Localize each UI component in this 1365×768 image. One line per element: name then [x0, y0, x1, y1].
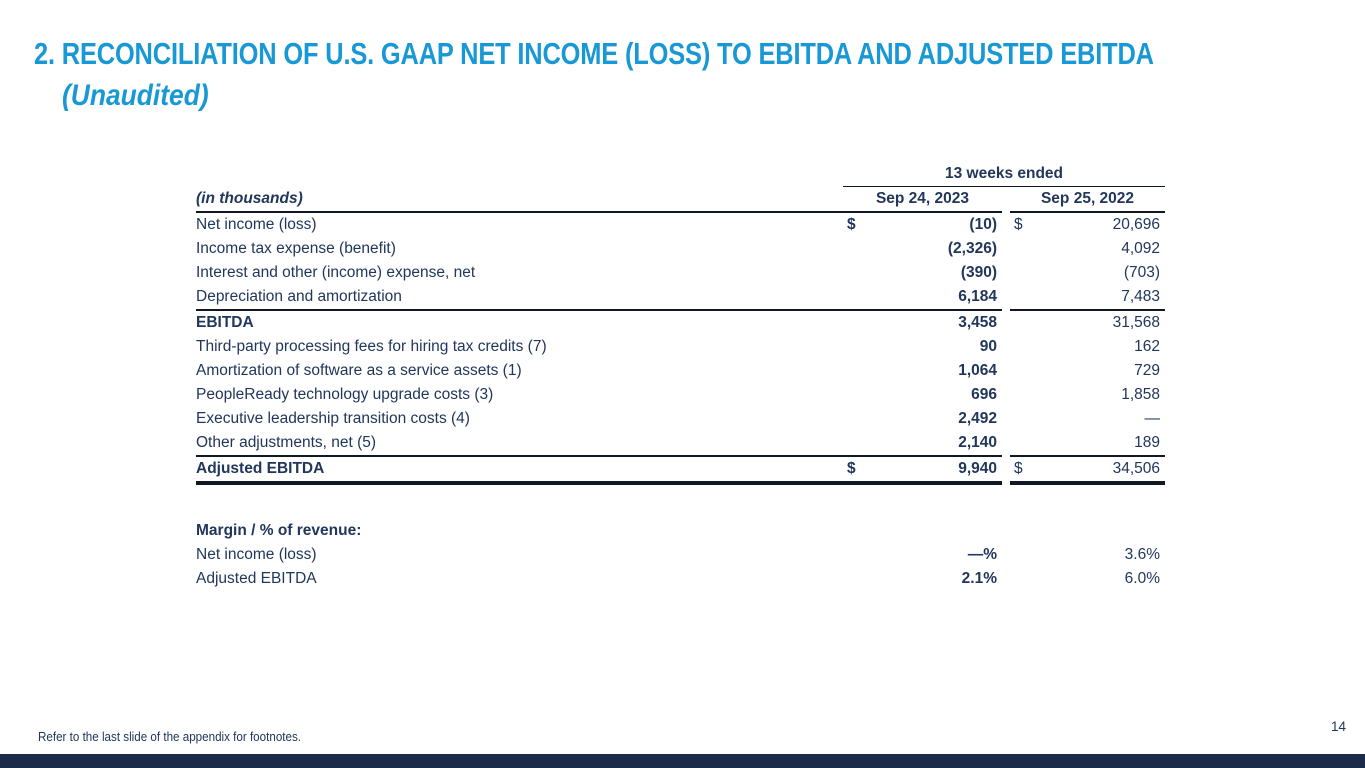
currency-sign: $	[847, 216, 856, 234]
table-row: PeopleReady technology upgrade costs (3)…	[196, 383, 1165, 407]
value-2022: —	[1144, 410, 1161, 428]
value-2023: 90	[979, 338, 997, 356]
table-row-adjusted-ebitda: Adjusted EBITDA $9,940 $34,506	[196, 456, 1166, 485]
value-2023: (390)	[960, 264, 997, 282]
table-row: Third-party processing fees for hiring t…	[196, 335, 1165, 359]
value-2022: 1,858	[1121, 386, 1161, 404]
footnote: Refer to the last slide of the appendix …	[38, 730, 302, 744]
value-2022: 34,506	[1112, 460, 1161, 478]
margin-row: Adjusted EBITDA 2.1% 6.0%	[196, 567, 1165, 591]
currency-sign: $	[1014, 216, 1023, 234]
value-2023: 2,492	[958, 410, 997, 428]
row-label: Net income (loss)	[196, 546, 317, 564]
row-label: Adjusted EBITDA	[196, 456, 843, 485]
table-row: Income tax expense (benefit) (2,326) 4,0…	[196, 237, 1165, 261]
value-2022: 4,092	[1121, 240, 1161, 258]
value-2023: 9,940	[958, 460, 997, 478]
period-header: 13 weeks ended	[843, 162, 1166, 187]
value-2023: 1,064	[958, 362, 997, 380]
table-row: Executive leadership transition costs (4…	[196, 407, 1165, 431]
row-label: Executive leadership transition costs (4…	[196, 410, 470, 428]
row-label: Adjusted EBITDA	[196, 570, 317, 588]
slide-title: 2. RECONCILIATION OF U.S. GAAP NET INCOM…	[34, 36, 1365, 113]
row-label: Amortization of software as a service as…	[196, 362, 522, 380]
table-row-ebitda: EBITDA 3,458 31,568	[196, 310, 1165, 335]
value-2022: 729	[1134, 362, 1161, 380]
value-2022: (703)	[1123, 264, 1161, 282]
value-2022: 7,483	[1121, 288, 1161, 306]
column-header-2022: Sep 25, 2022	[1010, 186, 1166, 213]
value-2022: 162	[1134, 338, 1161, 356]
value-2023: 6,184	[958, 288, 997, 306]
value-2023: —%	[967, 546, 997, 564]
table-row: Interest and other (income) expense, net…	[196, 261, 1165, 285]
table-row: Depreciation and amortization 6,184 7,48…	[196, 285, 1166, 311]
period-header-row: 13 weeks ended	[196, 162, 1166, 187]
bottom-bar	[0, 754, 1365, 768]
table-row: Amortization of software as a service as…	[196, 359, 1165, 383]
page-subtitle: (Unaudited)	[62, 79, 209, 112]
margin-heading-row: Margin / % of revenue:	[196, 519, 1165, 543]
row-label: Interest and other (income) expense, net	[196, 264, 476, 282]
page-number: 14	[1330, 719, 1346, 734]
currency-sign: $	[847, 460, 856, 478]
row-label: EBITDA	[196, 314, 254, 332]
row-label: Net income (loss)	[196, 216, 317, 234]
row-label: Third-party processing fees for hiring t…	[196, 338, 547, 356]
row-label: PeopleReady technology upgrade costs (3)	[196, 386, 494, 404]
value-2022: 6.0%	[1124, 570, 1161, 588]
page-title: 2. RECONCILIATION OF U.S. GAAP NET INCOM…	[34, 36, 1154, 71]
value-2022: 31,568	[1112, 314, 1161, 332]
units-label: (in thousands)	[196, 186, 843, 213]
row-label: Depreciation and amortization	[196, 285, 843, 311]
table-row: Net income (loss) $ (10) $20,696	[196, 212, 1165, 237]
value-2023: 696	[971, 386, 997, 404]
margin-row: Net income (loss) —% 3.6%	[196, 543, 1165, 567]
row-label: Income tax expense (benefit)	[196, 240, 396, 258]
value-2022: 3.6%	[1124, 546, 1161, 564]
value-2023: (2,326)	[947, 240, 997, 258]
table-row: Other adjustments, net (5) 2,140 189	[196, 431, 1166, 457]
value-2022: 20,696	[1112, 216, 1161, 234]
value-2022: 189	[1134, 434, 1161, 452]
reconciliation-table: 13 weeks ended (in thousands) Sep 24, 20…	[196, 162, 1166, 591]
margin-heading: Margin / % of revenue:	[196, 522, 362, 540]
value-2023: 3,458	[958, 314, 997, 332]
column-header-2023: Sep 24, 2023	[843, 186, 1002, 213]
value-2023: (10)	[969, 216, 997, 234]
row-label: Other adjustments, net (5)	[196, 431, 843, 457]
value-2023: 2,140	[958, 434, 997, 452]
currency-sign: $	[1014, 460, 1023, 478]
column-header-row: (in thousands) Sep 24, 2023 Sep 25, 2022	[196, 186, 1166, 213]
value-2023: 2.1%	[961, 570, 997, 588]
